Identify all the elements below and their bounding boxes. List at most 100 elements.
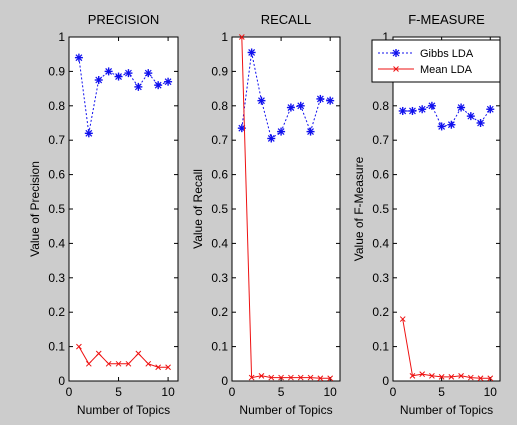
y-tick-label: 0.3 xyxy=(48,271,65,285)
series-1 xyxy=(74,53,173,138)
data-point xyxy=(268,374,275,381)
x-axis-label: Number of Topics xyxy=(400,403,493,417)
marker-stroke xyxy=(316,95,324,103)
marker-stroke xyxy=(419,371,426,377)
marker-stroke xyxy=(95,76,103,84)
data-point xyxy=(278,374,284,381)
x-axis-label: Number of Topics xyxy=(77,403,170,417)
data-point xyxy=(94,76,103,84)
data-point xyxy=(238,34,245,40)
data-point xyxy=(447,120,456,129)
marker-stroke xyxy=(287,104,295,111)
y-tick-label: 0.4 xyxy=(211,236,228,250)
x-tick-label: 0 xyxy=(66,385,73,399)
y-tick-label: 0.6 xyxy=(372,168,389,182)
data-point xyxy=(124,69,133,78)
marker-stroke xyxy=(238,124,246,132)
data-point xyxy=(437,122,446,131)
data-point xyxy=(476,119,485,127)
data-point xyxy=(466,112,475,121)
x-tick-label: 10 xyxy=(484,385,498,399)
data-point xyxy=(145,360,152,367)
y-tick-label: 1 xyxy=(221,30,228,44)
data-point xyxy=(286,103,295,112)
marker-stroke xyxy=(457,104,465,111)
data-point xyxy=(277,127,286,136)
data-point xyxy=(326,96,335,105)
marker-stroke xyxy=(288,374,294,381)
marker-stroke xyxy=(317,375,324,382)
y-axis-label: Value of Precision xyxy=(28,161,42,257)
marker-stroke xyxy=(95,350,102,357)
data-point xyxy=(307,374,314,381)
marker-stroke xyxy=(477,119,484,127)
data-point xyxy=(297,374,304,381)
marker-stroke xyxy=(76,343,82,350)
marker-stroke xyxy=(486,105,494,113)
data-point xyxy=(164,77,173,86)
marker-stroke xyxy=(307,374,314,381)
y-tick-label: 0.1 xyxy=(48,340,65,354)
series-1 xyxy=(398,101,495,131)
marker-stroke xyxy=(418,105,426,113)
data-point xyxy=(114,72,123,81)
marker-stroke xyxy=(428,102,436,110)
marker-stroke xyxy=(115,360,122,367)
marker-stroke xyxy=(429,372,435,379)
plot-area xyxy=(231,36,341,382)
series-2 xyxy=(238,34,334,382)
plot-area xyxy=(68,36,179,382)
y-tick-label: 0.8 xyxy=(211,99,228,113)
y-tick-label: 0.3 xyxy=(211,271,228,285)
data-point xyxy=(76,343,82,350)
series-line xyxy=(78,57,169,134)
marker-stroke xyxy=(258,97,265,105)
legend-item: Mean LDA xyxy=(378,64,473,76)
x-axis-label: Number of Topics xyxy=(239,403,332,417)
plot-area xyxy=(392,36,501,382)
legend-label: Mean LDA xyxy=(420,64,473,76)
marker-stroke xyxy=(477,375,484,382)
data-point xyxy=(288,374,294,381)
marker-stroke xyxy=(135,350,142,357)
marker-stroke xyxy=(307,128,314,136)
legend-box xyxy=(371,39,501,83)
series-1 xyxy=(237,48,335,143)
marker-stroke xyxy=(105,67,113,75)
marker-stroke xyxy=(75,54,83,62)
marker-stroke xyxy=(267,135,275,142)
y-tick-label: 0.4 xyxy=(372,236,389,250)
data-point xyxy=(237,124,246,133)
legend-marker xyxy=(392,49,400,57)
y-tick-label: 0.7 xyxy=(372,133,389,147)
marker-stroke xyxy=(448,374,455,380)
y-tick-label: 0.5 xyxy=(211,202,228,216)
x-tick-label: 0 xyxy=(229,385,236,399)
data-point xyxy=(306,127,315,136)
legend-marker xyxy=(393,66,399,72)
marker-stroke xyxy=(409,107,416,115)
data-point xyxy=(399,316,406,322)
y-tick-label: 0.5 xyxy=(372,202,389,216)
y-tick-label: 0.3 xyxy=(372,271,389,285)
series-2 xyxy=(76,343,171,371)
data-point xyxy=(419,371,426,377)
legend: Gibbs LDA Mean LDA xyxy=(371,39,501,83)
marker-stroke xyxy=(115,73,122,80)
data-point xyxy=(267,134,276,143)
series-line xyxy=(78,346,169,368)
data-point xyxy=(438,374,445,380)
data-point xyxy=(458,372,464,379)
marker-stroke xyxy=(248,374,255,381)
data-point xyxy=(296,101,305,110)
data-point xyxy=(429,372,435,379)
marker-stroke xyxy=(438,374,445,380)
marker-stroke xyxy=(438,123,446,130)
chart-title: F-MEASURE xyxy=(408,12,485,27)
series-2 xyxy=(399,316,494,382)
series-line xyxy=(402,319,491,379)
marker-stroke xyxy=(85,129,93,137)
